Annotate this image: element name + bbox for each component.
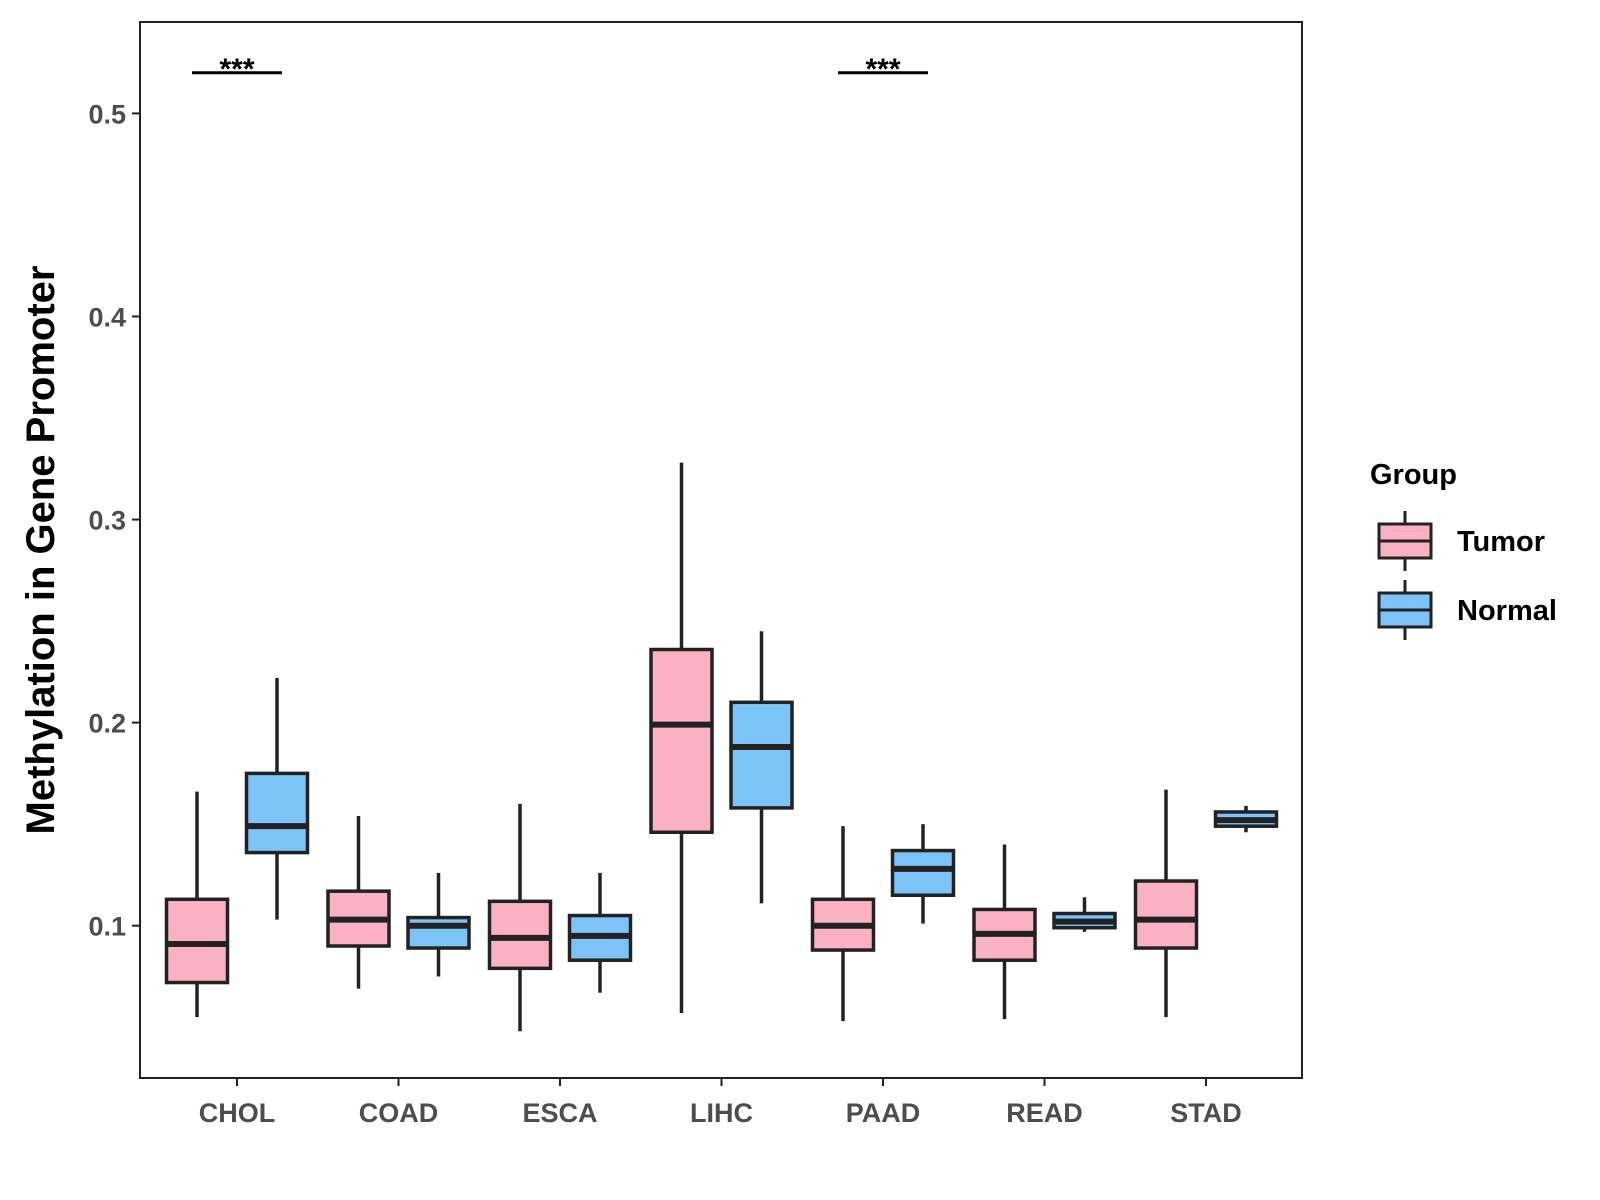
x-tick-label: LIHC <box>690 1098 753 1128</box>
y-tick-label: 0.3 <box>88 506 126 536</box>
box-body <box>729 700 794 810</box>
legend: Group Tumor Normal <box>1370 459 1557 640</box>
panel-border <box>139 21 1303 1079</box>
box-tumor-lihc <box>649 462 714 1014</box>
x-tick-label: READ <box>1006 1098 1083 1128</box>
legend-item-tumor: Tumor <box>1377 511 1545 571</box>
legend-label: Tumor <box>1457 526 1545 558</box>
x-tick-label: COAD <box>359 1098 439 1128</box>
annotations: *** *** <box>192 53 928 86</box>
x-tick-label: CHOL <box>199 1098 276 1128</box>
y-tick-label: 0.4 <box>88 302 126 332</box>
box-normal-stad <box>1213 805 1279 833</box>
y-axis-title: Methylation in Gene Promoter <box>19 266 63 835</box>
box-body <box>406 915 471 950</box>
box-body <box>244 771 310 855</box>
box-tumor-read <box>972 844 1037 1020</box>
significance-label: *** <box>219 53 254 86</box>
boxes <box>164 462 1279 1032</box>
box-tumor-chol <box>164 791 230 1018</box>
box-body <box>164 897 230 985</box>
box-tumor-coad <box>326 816 391 989</box>
x-tick-label: ESCA <box>522 1098 597 1128</box>
box-tumor-stad <box>1133 789 1199 1018</box>
box-tumor-esca <box>487 803 553 1032</box>
x-tick-label: STAD <box>1170 1098 1242 1128</box>
box-normal-esca <box>567 872 633 993</box>
y-tick-label: 0.2 <box>88 709 126 739</box>
legend-item-normal: Normal <box>1377 580 1557 640</box>
x-axis: CHOL COAD ESCA LIHC PAAD READ STAD <box>199 1078 1242 1128</box>
legend-title: Group <box>1370 459 1457 491</box>
y-tick-label: 0.5 <box>88 99 126 129</box>
box-normal-read <box>1052 897 1117 932</box>
box-body <box>487 899 553 971</box>
box-body <box>1133 879 1199 950</box>
box-body <box>890 848 956 897</box>
y-axis: 0.1 0.2 0.3 0.4 0.5 <box>88 99 140 942</box>
box-tumor-paad <box>810 826 876 1022</box>
box-normal-paad <box>890 824 956 924</box>
box-body <box>649 647 714 835</box>
y-tick-label: 0.1 <box>88 912 126 942</box>
box-normal-lihc <box>729 631 794 904</box>
legend-label: Normal <box>1457 595 1557 627</box>
significance-label: *** <box>865 53 900 86</box>
legend-items: Tumor Normal <box>1377 511 1557 640</box>
box-normal-coad <box>406 872 471 977</box>
box-normal-chol <box>244 677 310 920</box>
x-tick-label: PAAD <box>846 1098 921 1128</box>
